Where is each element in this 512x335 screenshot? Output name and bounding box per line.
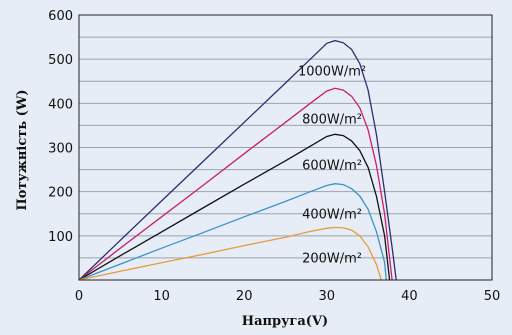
x-tick-label: 20 bbox=[236, 289, 253, 304]
y-tick-label: 200 bbox=[48, 186, 73, 201]
series-line-0 bbox=[78, 39, 397, 281]
series-label-0: 1000W/m² bbox=[298, 65, 366, 80]
x-tick-label: 10 bbox=[153, 289, 170, 304]
x-tick-label: 30 bbox=[319, 289, 336, 304]
series-line-3 bbox=[78, 183, 387, 281]
series-label-1: 800W/m² bbox=[302, 112, 362, 127]
series-line-1 bbox=[78, 87, 393, 281]
x-tick-label: 50 bbox=[484, 289, 501, 304]
plot-frame bbox=[78, 14, 493, 281]
series-label-3: 400W/m² bbox=[302, 208, 362, 223]
series-lines bbox=[78, 39, 397, 281]
x-tick-label: 0 bbox=[75, 289, 83, 304]
x-tick-label: 40 bbox=[401, 289, 418, 304]
x-axis-title: Напруга(V) bbox=[242, 314, 328, 329]
y-tick-label: 100 bbox=[48, 230, 73, 245]
y-tick-label: 300 bbox=[48, 142, 73, 157]
x-axis-ticks: 0 10 20 30 40 50 bbox=[75, 289, 500, 304]
series-line-4 bbox=[78, 226, 382, 281]
y-axis-title: Потужність (W) bbox=[15, 89, 30, 210]
series-line-2 bbox=[78, 133, 391, 281]
y-tick-label: 500 bbox=[48, 53, 73, 68]
series-label-4: 200W/m² bbox=[302, 251, 362, 266]
y-tick-label: 400 bbox=[48, 97, 73, 112]
y-tick-label: 600 bbox=[48, 9, 73, 24]
series-labels: 1000W/m² 800W/m² 600W/m² 400W/m² 200W/m² bbox=[298, 65, 366, 267]
y-axis-ticks: 100 200 300 400 500 600 bbox=[48, 9, 73, 245]
series-label-2: 600W/m² bbox=[302, 158, 362, 173]
